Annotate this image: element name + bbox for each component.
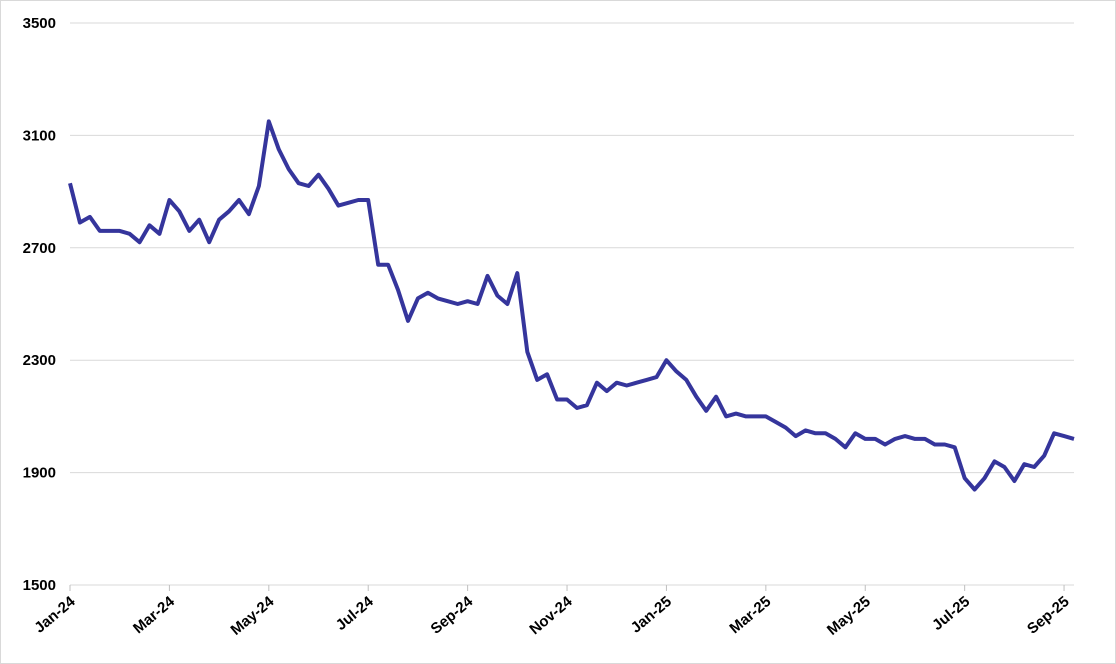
y-tick-label: 2700	[23, 240, 56, 257]
y-tick-label: 3100	[23, 127, 56, 144]
y-tick-label: 3500	[23, 15, 56, 32]
series-line	[68, 119, 1075, 492]
y-tick-label: 1900	[23, 465, 56, 482]
y-tick-label: 2300	[23, 352, 56, 369]
y-tick-label: 1500	[23, 577, 56, 594]
